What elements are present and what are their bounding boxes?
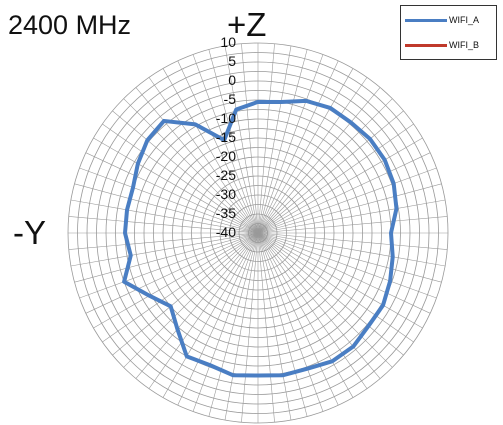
grid-spoke — [123, 98, 259, 234]
grid-spoke — [257, 232, 404, 356]
grid-spoke — [257, 232, 414, 343]
grid-spoke — [257, 152, 431, 234]
grid-spoke — [257, 232, 437, 299]
grid-spoke — [224, 45, 259, 234]
series-layer — [122, 98, 399, 378]
grid-spoke — [257, 49, 308, 234]
grid-spoke — [257, 232, 442, 283]
grid-spoke — [135, 87, 259, 234]
legend-swatch — [405, 19, 447, 22]
grid-spoke — [241, 43, 259, 234]
radial-tick-label: 5 — [228, 53, 236, 69]
grid-spoke — [257, 232, 308, 417]
grid-spoke — [79, 232, 259, 299]
grid-spoke — [257, 110, 404, 234]
grid-spoke — [257, 232, 292, 421]
radial-tick-label: -5 — [224, 91, 237, 107]
grid-spoke — [85, 232, 259, 314]
radial-tick-label: 10 — [220, 34, 236, 50]
grid-spoke — [257, 199, 446, 234]
chart-title: 2400 MHz — [8, 10, 132, 40]
grid-spoke — [112, 232, 259, 356]
grid-spoke — [208, 49, 259, 234]
grid-spoke — [257, 77, 368, 234]
radial-tick-label: -25 — [216, 167, 236, 183]
legend-swatch — [405, 44, 447, 47]
grid-spoke — [257, 60, 339, 234]
grid-spoke — [93, 137, 259, 234]
grid-spoke — [177, 60, 259, 234]
grid-spoke — [257, 232, 339, 406]
grid-spoke — [85, 152, 259, 234]
grid-spoke — [177, 232, 259, 406]
radial-tick-label: -15 — [216, 129, 236, 145]
grid-spoke — [257, 232, 431, 314]
radial-tick-label: -40 — [216, 224, 236, 240]
grid-spoke — [257, 232, 381, 379]
grid-spoke — [257, 137, 423, 234]
grid-spoke — [257, 232, 423, 329]
radial-tick-label: -10 — [216, 110, 236, 126]
legend: WIFI_A WIFI_B — [400, 5, 497, 60]
legend-item-wifi-a: WIFI_A — [405, 14, 493, 26]
grid-spoke — [257, 54, 324, 234]
grid-spoke — [148, 232, 259, 389]
grid-spoke — [112, 110, 259, 234]
grid-spoke — [192, 54, 259, 234]
grid-spoke — [148, 77, 259, 234]
grid-spoke — [257, 123, 414, 234]
grid-spoke — [70, 232, 259, 267]
grid-spoke — [79, 167, 259, 234]
minus-y-axis-label: -Y — [13, 214, 46, 251]
radial-tick-label: -35 — [216, 205, 236, 221]
radial-tick-label: -20 — [216, 148, 236, 164]
polar-grid — [67, 42, 449, 424]
radial-tick-label: 0 — [228, 72, 236, 88]
legend-label: WIFI_A — [449, 15, 480, 25]
radial-tick-labels: 10 5 0 -5 -10 -15 -20 -25 -30 -35 -40 — [216, 34, 236, 240]
grid-spoke — [135, 232, 259, 379]
grid-spoke — [257, 232, 368, 389]
legend-item-wifi-b: WIFI_B — [405, 39, 493, 51]
grid-spoke — [257, 232, 275, 423]
grid-spoke — [162, 232, 259, 398]
grid-spoke — [257, 232, 354, 398]
grid-spoke — [102, 123, 259, 234]
grid-spoke — [68, 216, 259, 234]
grid-spoke — [257, 232, 324, 412]
grid-spoke — [74, 183, 259, 234]
grid-spoke — [257, 68, 354, 234]
radial-tick-label: -30 — [216, 186, 236, 202]
plus-z-axis-label: +Z — [227, 6, 267, 43]
grid-spoke — [257, 216, 448, 234]
grid-spoke — [257, 43, 275, 234]
grid-spoke — [162, 68, 259, 234]
legend-label: WIFI_B — [449, 40, 480, 50]
grid-spoke — [93, 232, 259, 329]
grid-spoke — [257, 232, 448, 250]
grid-spoke — [102, 232, 259, 343]
grid-spoke — [192, 232, 259, 412]
grid-spoke — [70, 199, 259, 234]
grid-spoke — [123, 232, 259, 368]
grid-spoke — [74, 232, 259, 283]
grid-spoke — [224, 232, 259, 421]
grid-spoke — [257, 98, 393, 234]
grid-spoke — [68, 232, 259, 250]
grid-spoke — [257, 183, 442, 234]
grid-spoke — [257, 45, 292, 234]
grid-spoke — [241, 232, 259, 423]
grid-spoke — [257, 167, 437, 234]
grid-spoke — [257, 232, 446, 267]
grid-spoke — [257, 87, 381, 234]
grid-spoke — [257, 232, 393, 368]
series-line-wifi-a — [122, 98, 399, 378]
grid-spoke — [208, 232, 259, 417]
